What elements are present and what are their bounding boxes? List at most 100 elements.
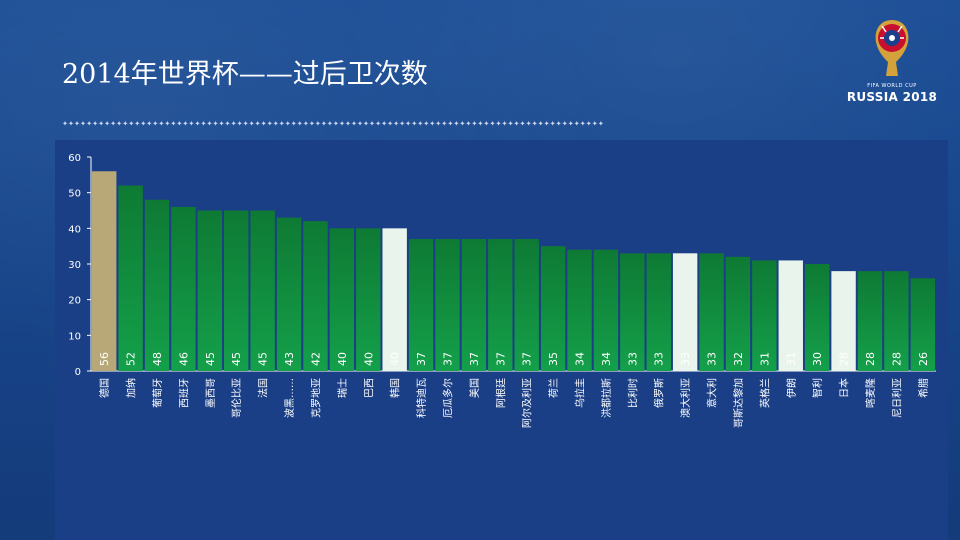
data-label: 31 — [785, 352, 798, 366]
x-tick-label: 加纳 — [125, 378, 138, 398]
data-label: 33 — [679, 352, 692, 366]
x-tick-label: 意大利 — [706, 378, 719, 408]
bar-西班牙 — [171, 206, 196, 371]
x-tick-label: 伊朗 — [786, 378, 798, 398]
x-tick-label: 乌拉圭 — [574, 378, 587, 408]
x-tick-label: 阿尔及利亚 — [521, 378, 534, 428]
data-label: 28 — [864, 352, 877, 366]
x-tick-label: 厄瓜多尔 — [441, 378, 454, 418]
world-cup-trophy-icon — [842, 14, 942, 114]
bar-荷兰 — [540, 246, 566, 371]
bar-科特迪瓦 — [408, 239, 434, 371]
bar-乌拉圭 — [567, 249, 592, 371]
y-tick-label: 40 — [68, 224, 81, 235]
x-tick-label: 荷兰 — [547, 378, 560, 398]
bar-葡萄牙 — [144, 199, 170, 371]
x-tick-label: 美国 — [468, 378, 481, 398]
x-tick-label: 喀麦隆 — [864, 378, 877, 408]
bar-哥斯达黎加 — [725, 256, 751, 371]
bar-克罗地亚 — [303, 221, 328, 371]
bar-阿根廷 — [488, 239, 513, 371]
bar-美国 — [461, 239, 487, 371]
chart-panel: 0 10 20 30 40 50 60 56 德国 52 加纳 48 葡萄牙 46 西班牙 45 墨西哥 45 哥伦… — [55, 140, 948, 540]
x-tick-label: 澳大利亚 — [679, 378, 692, 418]
x-tick-label: 科特迪瓦 — [415, 378, 428, 418]
data-label: 37 — [521, 352, 534, 366]
x-tick-label: 尼日利亚 — [891, 378, 903, 418]
bar-瑞士 — [329, 228, 355, 371]
decorative-divider: ✦✦✦✦✦✦✦✦✦✦✦✦✦✦✦✦✦✦✦✦✦✦✦✦✦✦✦✦✦✦✦✦✦✦✦✦✦✦✦✦… — [62, 118, 604, 129]
x-tick-label: 法国 — [257, 378, 270, 398]
x-tick-label: 韩国 — [389, 378, 402, 398]
bar-智利 — [804, 264, 830, 371]
data-label: 37 — [468, 352, 481, 366]
data-label: 40 — [362, 352, 375, 366]
bar-chart: 0 10 20 30 40 50 60 56 德国 52 加纳 48 葡萄牙 46 西班牙 45 墨西哥 45 哥伦… — [68, 153, 936, 428]
x-tick-label: 波黑…… — [283, 378, 296, 418]
bar-法国 — [250, 210, 275, 371]
slide-title: 2014年世界杯——过后卫次数 — [62, 59, 428, 90]
logo-big-text: RUSSIA 2018 — [846, 90, 938, 104]
bar-巴西 — [356, 228, 381, 371]
y-tick-label: 10 — [68, 331, 81, 342]
bar-韩国 — [382, 228, 407, 371]
data-label: 33 — [706, 352, 719, 366]
bar-伊朗 — [778, 260, 803, 371]
data-label: 32 — [732, 352, 745, 366]
bar-德国 — [92, 171, 117, 371]
bar-比利时 — [620, 253, 645, 371]
data-label: 33 — [626, 352, 639, 366]
bar-日本 — [831, 271, 856, 371]
x-tick-label: 洪都拉斯 — [600, 378, 613, 418]
x-tick-label: 西班牙 — [178, 378, 190, 408]
data-label: 42 — [309, 352, 322, 366]
data-label: 40 — [336, 352, 349, 366]
data-label: 45 — [257, 352, 270, 366]
bar-喀麦隆 — [857, 271, 883, 371]
x-tick-label: 巴西 — [363, 378, 375, 398]
data-label: 45 — [230, 352, 243, 366]
x-tick-label: 日本 — [838, 378, 851, 398]
x-tick-label: 阿根廷 — [494, 378, 507, 408]
y-tick-label: 30 — [68, 260, 81, 271]
data-label: 37 — [494, 352, 507, 366]
bar-英格兰 — [752, 260, 777, 371]
bar-波黑…… — [276, 217, 302, 371]
bar-希腊 — [910, 278, 935, 371]
data-label: 40 — [389, 352, 402, 366]
bar-尼日利亚 — [884, 271, 909, 371]
x-tick-label: 墨西哥 — [205, 378, 217, 408]
x-tick-label: 哥伦比亚 — [230, 378, 243, 418]
logo-small-text: FIFA WORLD CUP — [867, 83, 917, 89]
x-tick-label: 哥斯达黎加 — [732, 378, 745, 428]
x-tick-label: 俄罗斯 — [653, 378, 666, 408]
data-label: 52 — [125, 352, 138, 366]
bar-厄瓜多尔 — [435, 239, 460, 371]
y-tick-label: 50 — [68, 189, 81, 200]
x-tick-label: 德国 — [98, 378, 111, 398]
data-label: 31 — [758, 352, 771, 366]
y-tick-label: 0 — [75, 367, 81, 378]
data-label: 28 — [838, 352, 851, 366]
data-label: 34 — [574, 352, 587, 366]
x-tick-label: 希腊 — [917, 378, 930, 398]
data-label: 56 — [98, 352, 111, 366]
logo-caption: FIFA WORLD CUP RUSSIA 2018 — [840, 82, 944, 104]
data-label: 37 — [441, 352, 454, 366]
data-label: 35 — [547, 352, 560, 366]
bar-墨西哥 — [197, 210, 223, 371]
x-tick-label: 智利 — [811, 378, 824, 398]
y-tick-label: 60 — [68, 153, 81, 164]
data-label: 26 — [917, 352, 930, 366]
x-tick-label: 克罗地亚 — [309, 378, 322, 418]
data-label: 33 — [653, 352, 666, 366]
bar-阿尔及利亚 — [514, 239, 539, 371]
data-label: 46 — [177, 352, 190, 366]
data-label: 48 — [151, 352, 164, 366]
y-tick-label: 20 — [68, 296, 81, 307]
bar-哥伦比亚 — [224, 210, 249, 371]
x-tick-label: 英格兰 — [758, 378, 771, 408]
data-label: 43 — [283, 352, 296, 366]
bar-俄罗斯 — [646, 253, 671, 371]
data-label: 28 — [890, 352, 903, 366]
